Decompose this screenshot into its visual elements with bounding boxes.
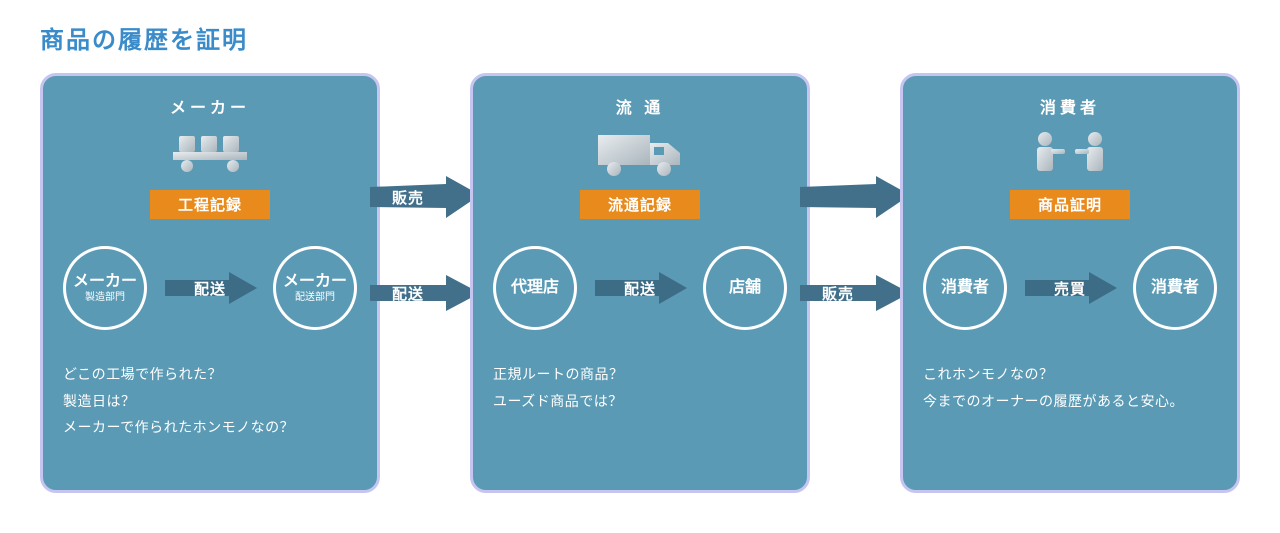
node-label: 店舗 <box>729 279 761 297</box>
badge-distribution-record: 流通記録 <box>580 190 700 219</box>
page-title: 商品の履歴を証明 <box>40 20 1240 55</box>
panel-consumer: 消費者 商品証明 消費者 売買 <box>900 73 1240 493</box>
node-sublabel: 配送部門 <box>295 292 335 303</box>
panel-distribution: 流 通 流通記録 代理店 配送 店舗 <box>470 73 810 493</box>
node-consumer-a: 消費者 <box>923 246 1007 330</box>
panel-title: メーカー <box>63 94 357 118</box>
arrow-label-delivery: 配送 <box>392 283 424 304</box>
arrow-sales-top <box>370 176 482 218</box>
node-sublabel: 製造部門 <box>85 292 125 303</box>
node-store: 店舗 <box>703 246 787 330</box>
node-label: メーカー <box>73 273 137 291</box>
node-consumer-b: 消費者 <box>1133 246 1217 330</box>
inner-flow: 売買 <box>1007 246 1133 330</box>
question-line: 今までのオーナーの履歴があると安心。 <box>923 388 1217 415</box>
arrow-sales-bottom-2 <box>800 273 912 313</box>
node-label: 消費者 <box>941 279 989 297</box>
people-icon <box>923 126 1217 182</box>
question-line: これホンモノなの？ <box>923 361 1217 388</box>
truck-icon <box>493 126 787 182</box>
question-line: ユーズド商品では？ <box>493 388 787 415</box>
questions-text: どこの工場で作られた？ 製造日は？ メーカーで作られたホンモノなの？ <box>63 361 357 441</box>
inner-flow: 配送 <box>147 246 273 330</box>
node-label: 消費者 <box>1151 279 1199 297</box>
node-row: 消費者 売買 消費者 <box>923 243 1217 333</box>
flow-label: 配送 <box>624 278 656 299</box>
questions-text: 正規ルートの商品？ ユーズド商品では？ <box>493 361 787 414</box>
node-label: 代理店 <box>511 279 559 297</box>
connector-gap-2: 販売 <box>810 73 900 493</box>
flow-label: 配送 <box>194 278 226 299</box>
arrow-label-sales-2: 販売 <box>822 283 854 304</box>
node-maker-manufacture: メーカー 製造部門 <box>63 246 147 330</box>
question-line: 正規ルートの商品？ <box>493 361 787 388</box>
badge-product-proof: 商品証明 <box>1010 190 1130 219</box>
panel-maker: メーカー 工程記録 メーカー 製造部門 配送 <box>40 73 380 493</box>
node-agency: 代理店 <box>493 246 577 330</box>
arrow-top-2 <box>800 176 912 218</box>
flow-label: 売買 <box>1054 278 1086 299</box>
node-maker-delivery: メーカー 配送部門 <box>273 246 357 330</box>
panel-title: 消費者 <box>923 94 1217 118</box>
diagram-row: メーカー 工程記録 メーカー 製造部門 配送 <box>40 73 1240 493</box>
panel-title: 流 通 <box>493 94 787 118</box>
badge-process-record: 工程記録 <box>150 190 270 219</box>
factory-icon <box>63 126 357 182</box>
question-line: メーカーで作られたホンモノなの？ <box>63 414 357 441</box>
question-line: どこの工場で作られた？ <box>63 361 357 388</box>
questions-text: これホンモノなの？ 今までのオーナーの履歴があると安心。 <box>923 361 1217 414</box>
arrow-delivery-bottom <box>370 273 482 313</box>
node-label: メーカー <box>283 273 347 291</box>
inner-flow: 配送 <box>577 246 703 330</box>
question-line: 製造日は？ <box>63 388 357 415</box>
arrow-label-sales: 販売 <box>392 187 424 208</box>
node-row: 代理店 配送 店舗 <box>493 243 787 333</box>
connector-gap-1: 販売 配送 <box>380 73 470 493</box>
node-row: メーカー 製造部門 配送 メーカー 配送部門 <box>63 243 357 333</box>
